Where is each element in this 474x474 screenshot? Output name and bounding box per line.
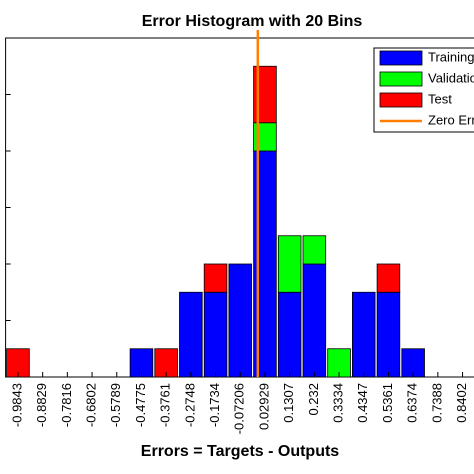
x-tick-label: -0.6802 bbox=[83, 383, 98, 427]
bar-segment bbox=[203, 263, 228, 293]
bar-segment bbox=[351, 291, 376, 378]
x-tick-label: -0.2748 bbox=[182, 383, 197, 427]
x-tick-label: -0.5789 bbox=[108, 383, 123, 427]
x-tick-label: -0.7816 bbox=[59, 383, 74, 427]
bar-segment bbox=[302, 235, 327, 265]
x-tick-label: 0.3334 bbox=[330, 383, 345, 423]
legend-label: Training bbox=[428, 49, 474, 64]
bar-segment bbox=[376, 291, 401, 378]
x-tick-label: 0.5361 bbox=[380, 383, 395, 423]
legend: Training Validation Test Zero Error bbox=[373, 47, 474, 133]
x-tick-label: 0.4347 bbox=[355, 383, 370, 423]
bar-segment bbox=[376, 263, 401, 293]
bar-segment bbox=[179, 291, 203, 378]
bar-segment bbox=[277, 235, 302, 293]
legend-swatch bbox=[379, 50, 423, 66]
x-axis-label: Errors = Targets - Outputs bbox=[141, 443, 340, 460]
bar-segment bbox=[302, 263, 327, 378]
x-tick-label: -0.4775 bbox=[133, 383, 148, 427]
x-tick-label: 0.232 bbox=[306, 383, 321, 416]
legend-swatch bbox=[379, 71, 423, 87]
x-tick-label: 0.8402 bbox=[454, 383, 469, 423]
x-tick-label: -0.1734 bbox=[207, 383, 222, 427]
x-tick-label: 0.6374 bbox=[405, 383, 420, 423]
x-tick-label: -0.9843 bbox=[9, 383, 24, 427]
x-tick-label: 0.02929 bbox=[256, 383, 271, 430]
x-tick-label: -0.8829 bbox=[34, 383, 49, 427]
legend-label: Zero Error bbox=[428, 112, 474, 127]
x-tick-label: 0.1307 bbox=[281, 383, 296, 423]
bar-segment bbox=[228, 263, 252, 378]
bar-segment bbox=[253, 65, 277, 124]
legend-swatch bbox=[379, 92, 423, 108]
x-tick-label: 0.7388 bbox=[429, 383, 444, 423]
bar-segment bbox=[277, 291, 302, 378]
x-tick-label: -0.07206 bbox=[232, 383, 247, 434]
chart-title: Error Histogram with 20 Bins bbox=[142, 13, 363, 30]
legend-label: Test bbox=[428, 91, 452, 106]
bar-segment bbox=[203, 291, 228, 378]
x-tick-label: -0.3761 bbox=[158, 383, 173, 427]
legend-label: Validation bbox=[428, 70, 474, 85]
